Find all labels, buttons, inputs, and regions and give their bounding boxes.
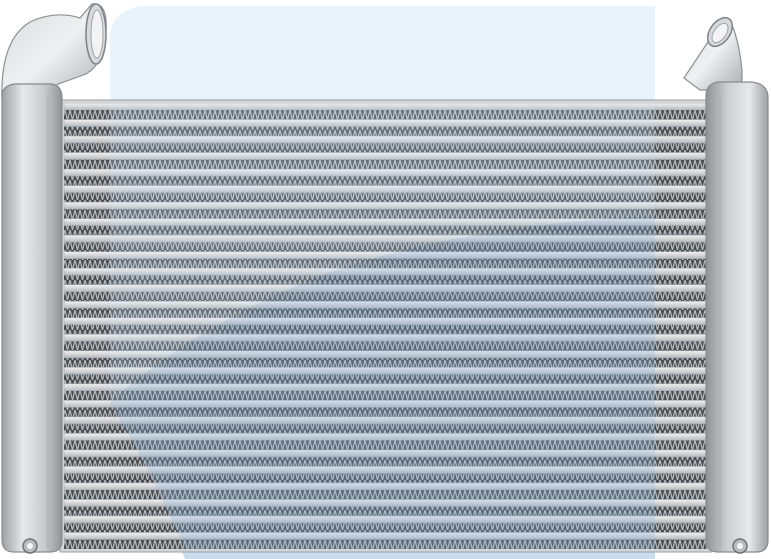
fin-row xyxy=(64,473,707,483)
core-tube xyxy=(64,416,707,425)
fin-row xyxy=(64,489,707,500)
core-tube xyxy=(64,152,707,160)
fin-row xyxy=(64,176,707,186)
core-watermark-tint xyxy=(110,103,655,402)
core-tube xyxy=(64,185,707,193)
fin-row xyxy=(64,308,707,318)
fin-row xyxy=(64,390,707,401)
core-tube xyxy=(64,515,707,524)
fin-row xyxy=(64,291,707,302)
core-tube xyxy=(64,532,707,540)
fin-row xyxy=(64,407,707,417)
fin-row xyxy=(64,258,707,269)
fin-row xyxy=(64,506,707,516)
core-tube xyxy=(64,482,707,491)
core-tube xyxy=(64,251,707,259)
fin-row xyxy=(64,374,707,384)
core-tube xyxy=(64,383,707,392)
fin-row xyxy=(64,423,707,434)
core-tube xyxy=(64,135,707,144)
core-tube xyxy=(64,284,707,292)
fin-row xyxy=(64,341,707,351)
left-tank-body xyxy=(1,83,63,553)
fin-row xyxy=(64,357,707,368)
core-tube xyxy=(64,400,707,408)
fin-row xyxy=(64,209,707,219)
right-tank xyxy=(683,16,769,554)
right-mount-hole xyxy=(737,543,743,549)
core-tube xyxy=(64,267,707,276)
core-tube xyxy=(64,499,707,507)
fin-row xyxy=(64,159,707,170)
fin-row xyxy=(64,440,707,450)
fin-row xyxy=(64,275,707,285)
core-tube xyxy=(64,218,707,226)
left-mount-hole xyxy=(27,543,33,549)
left-pipe-hole xyxy=(90,9,104,59)
core xyxy=(59,99,712,553)
core-tube xyxy=(64,234,707,243)
core-tube xyxy=(64,333,707,342)
core-watermark-tint-dark xyxy=(110,216,655,549)
core-tube xyxy=(64,466,707,474)
core-tube xyxy=(64,317,707,325)
fin-row xyxy=(64,456,707,467)
core-tube xyxy=(64,433,707,441)
fin-row xyxy=(64,225,707,236)
fin-row xyxy=(64,522,707,533)
core-tube xyxy=(64,201,707,210)
fin-row xyxy=(64,539,707,549)
right-pipe-hole xyxy=(711,22,729,44)
fin-row xyxy=(64,324,707,335)
core-tube xyxy=(64,449,707,458)
core-tube xyxy=(64,103,707,111)
right-tank-body xyxy=(705,81,769,553)
fin-row xyxy=(64,126,707,137)
core-tube xyxy=(64,168,707,177)
fin-row xyxy=(64,192,707,203)
fin-row xyxy=(64,109,707,120)
core-tube xyxy=(64,366,707,375)
core-tube xyxy=(64,119,707,127)
fin-row xyxy=(64,242,707,252)
core-tube xyxy=(64,300,707,309)
core-tube xyxy=(64,350,707,359)
fin-row xyxy=(64,142,707,153)
left-tank xyxy=(1,3,107,554)
